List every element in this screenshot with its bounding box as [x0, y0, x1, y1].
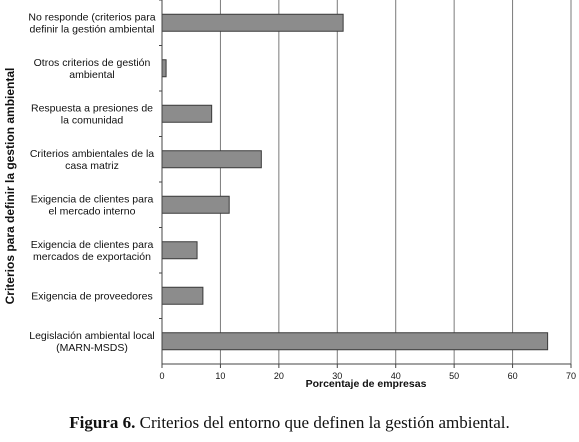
bars [161, 13, 549, 351]
category-label: ambiental [69, 69, 115, 81]
category-label: Criterios ambientales de la [30, 148, 154, 160]
category-label: Exigencia de clientes para [31, 193, 154, 205]
x-tick-label: 40 [391, 371, 401, 381]
figure-caption: Figura 6. Criterios del entorno que defi… [0, 413, 579, 433]
bar [161, 195, 230, 214]
axes [159, 0, 572, 368]
category-label: mercados de exportación [33, 251, 151, 263]
x-tick-label: 50 [449, 371, 459, 381]
bar [161, 104, 213, 123]
category-label: No responde (criterios para [28, 11, 155, 23]
category-label: casa matriz [65, 160, 119, 172]
x-tick-label: 70 [566, 371, 576, 381]
category-label: definir la gestión ambiental [30, 23, 155, 35]
caption-label: Figura 6. [69, 413, 136, 432]
category-label: el mercado interno [49, 205, 136, 217]
x-tick-label: 30 [332, 371, 342, 381]
category-label: (MARN-MSDS) [56, 342, 128, 354]
x-tick-labels: 0 10 20 30 40 50 60 70 [159, 371, 576, 381]
x-tick-label: 20 [274, 371, 284, 381]
category-label: la comunidad [61, 114, 124, 126]
x-axis-title: Porcentaje de empresas [306, 378, 427, 390]
y-axis-title: Criterios para definir la gestion ambien… [3, 68, 17, 305]
bar [161, 13, 344, 32]
bar [161, 332, 549, 351]
x-tick-label: 10 [215, 371, 225, 381]
category-label: Respuesta a presiones de [31, 102, 153, 114]
category-label: Otros criterios de gestión [34, 57, 151, 69]
bar [161, 150, 262, 169]
category-label: Exigencia de proveedores [31, 290, 152, 302]
x-tick-label: 60 [508, 371, 518, 381]
grid-lines [219, 0, 572, 364]
caption-text: Criterios del entorno que definen la ges… [135, 413, 510, 432]
bar [161, 59, 167, 78]
bar [161, 286, 204, 305]
bar [161, 241, 198, 260]
category-label: Exigencia de clientes para [31, 239, 154, 251]
category-label: Legislación ambiental local [29, 330, 155, 342]
x-tick-label: 0 [159, 371, 164, 381]
